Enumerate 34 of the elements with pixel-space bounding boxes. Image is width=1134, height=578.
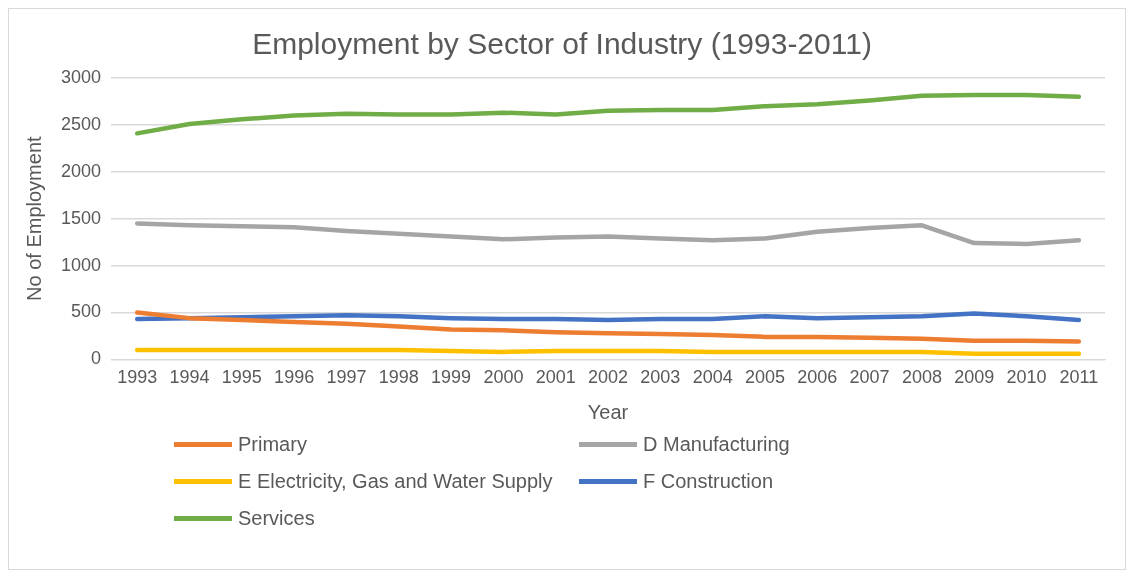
x-tick-label: 2000 <box>483 367 524 388</box>
x-tick-label: 2005 <box>744 367 785 388</box>
chart-title: Employment by Sector of Industry (1993-2011) <box>252 27 872 61</box>
x-tick-label: 1997 <box>326 367 367 388</box>
legend-label: D Manufacturing <box>643 433 790 456</box>
x-tick-label: 2007 <box>849 367 890 388</box>
x-tick-label: 1996 <box>274 367 315 388</box>
x-tick-label: 2004 <box>692 367 733 388</box>
legend-label: F Construction <box>643 470 774 493</box>
x-tick-label: 2006 <box>797 367 838 388</box>
x-tick-label: 1995 <box>221 367 262 388</box>
x-tick-label: 2010 <box>1006 367 1047 388</box>
x-tick-label: 2002 <box>588 367 629 388</box>
y-tick-label: 3000 <box>61 66 102 87</box>
legend-label: Primary <box>238 433 307 456</box>
y-tick-label: 2500 <box>61 113 102 134</box>
y-tick-label: 1000 <box>61 254 102 275</box>
x-tick-label: 2008 <box>901 367 942 388</box>
y-tick-label: 2000 <box>61 160 102 181</box>
x-tick-label: 2011 <box>1059 367 1099 388</box>
x-tick-label: 1999 <box>431 367 472 388</box>
legend-label: Services <box>238 507 315 530</box>
x-tick-label: 1994 <box>169 367 210 388</box>
x-tick-label: 1998 <box>378 367 419 388</box>
y-tick-label: 0 <box>91 348 102 369</box>
legend-label: E Electricity, Gas and Water Supply <box>238 470 553 493</box>
y-axis-title: No of Employment <box>22 136 45 301</box>
x-tick-label: 2009 <box>954 367 995 388</box>
y-tick-label: 500 <box>71 301 102 322</box>
x-tick-label: 2001 <box>535 367 576 388</box>
x-tick-label: 1993 <box>117 367 158 388</box>
x-tick-label: 2003 <box>640 367 681 388</box>
x-axis-title: Year <box>587 400 629 423</box>
y-tick-label: 1500 <box>61 207 102 228</box>
